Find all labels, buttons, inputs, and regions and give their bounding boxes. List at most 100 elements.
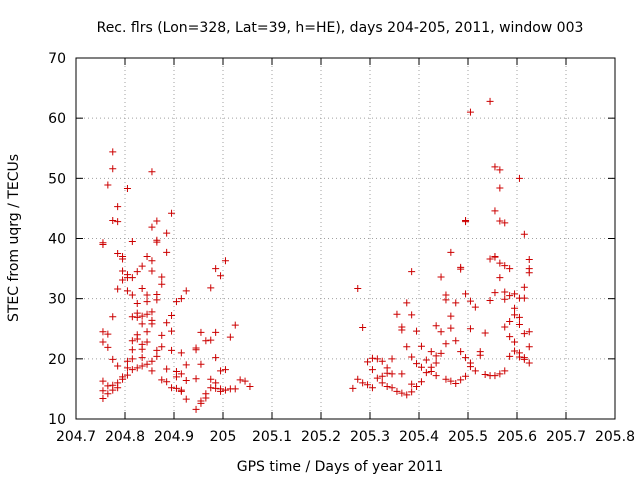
data-point bbox=[172, 384, 180, 392]
data-point bbox=[212, 328, 220, 336]
data-point bbox=[462, 216, 470, 224]
data-point bbox=[481, 329, 489, 337]
data-point bbox=[403, 299, 411, 307]
data-point bbox=[496, 166, 504, 174]
data-point bbox=[182, 287, 190, 295]
y-tick-label: 50 bbox=[48, 171, 66, 187]
x-tick-label: 205.8 bbox=[595, 429, 635, 445]
data-point bbox=[378, 357, 386, 365]
data-point bbox=[104, 343, 112, 351]
data-point bbox=[138, 312, 146, 320]
data-point bbox=[486, 255, 494, 263]
data-point bbox=[148, 267, 156, 275]
data-point bbox=[123, 287, 131, 295]
data-point bbox=[123, 185, 131, 193]
data-point bbox=[368, 384, 376, 392]
data-point bbox=[158, 280, 166, 288]
data-point bbox=[383, 383, 391, 391]
data-point bbox=[354, 284, 362, 292]
data-point bbox=[109, 165, 117, 173]
data-point bbox=[138, 320, 146, 328]
data-point bbox=[388, 384, 396, 392]
data-point bbox=[202, 394, 210, 402]
data-point bbox=[398, 389, 406, 397]
data-point bbox=[520, 355, 528, 363]
data-point bbox=[422, 369, 430, 377]
data-point bbox=[109, 313, 117, 321]
data-point bbox=[114, 362, 122, 370]
data-point bbox=[486, 97, 494, 105]
data-point bbox=[192, 346, 200, 354]
data-point bbox=[520, 230, 528, 238]
data-point bbox=[143, 298, 151, 306]
data-point bbox=[202, 337, 210, 345]
data-point bbox=[168, 384, 176, 392]
data-point bbox=[437, 273, 445, 281]
data-point bbox=[408, 380, 416, 388]
data-point bbox=[133, 268, 141, 276]
data-point bbox=[133, 335, 141, 343]
data-point bbox=[128, 291, 136, 299]
data-point bbox=[153, 352, 161, 360]
data-point bbox=[486, 296, 494, 304]
y-axis-label: STEC from uqrg / TECUs bbox=[6, 154, 22, 322]
data-point bbox=[148, 257, 156, 265]
data-point bbox=[104, 390, 112, 398]
data-point bbox=[462, 290, 470, 298]
data-points bbox=[99, 97, 533, 413]
data-point bbox=[163, 365, 171, 373]
data-point bbox=[217, 387, 225, 395]
x-tick-label: 205 bbox=[210, 429, 237, 445]
data-point bbox=[432, 352, 440, 360]
data-point bbox=[496, 184, 504, 192]
data-point bbox=[104, 330, 112, 338]
data-point bbox=[192, 405, 200, 413]
x-tick-label: 204.7 bbox=[56, 429, 96, 445]
data-point bbox=[506, 265, 514, 273]
data-point bbox=[133, 313, 141, 321]
data-point bbox=[442, 340, 450, 348]
data-point bbox=[413, 360, 421, 368]
data-point bbox=[192, 375, 200, 383]
x-tick-label: 204.8 bbox=[105, 429, 145, 445]
data-point bbox=[364, 381, 372, 389]
data-point bbox=[368, 354, 376, 362]
data-point bbox=[501, 295, 509, 303]
data-point bbox=[447, 377, 455, 385]
data-point bbox=[114, 218, 122, 226]
data-point bbox=[398, 370, 406, 378]
data-point bbox=[481, 370, 489, 378]
data-point bbox=[525, 269, 533, 277]
data-point bbox=[119, 255, 127, 263]
data-point bbox=[496, 259, 504, 267]
data-point bbox=[496, 370, 504, 378]
data-point bbox=[501, 262, 509, 270]
data-point bbox=[511, 338, 519, 346]
data-point bbox=[143, 310, 151, 318]
data-point bbox=[123, 371, 131, 379]
data-point bbox=[413, 327, 421, 335]
data-point bbox=[158, 273, 166, 281]
data-point bbox=[119, 375, 127, 383]
data-point bbox=[212, 354, 220, 362]
data-point bbox=[153, 346, 161, 354]
data-point bbox=[99, 387, 107, 395]
data-point bbox=[128, 355, 136, 363]
y-tick-label: 10 bbox=[48, 412, 66, 428]
data-point bbox=[378, 372, 386, 380]
data-point bbox=[432, 372, 440, 380]
data-point bbox=[378, 379, 386, 387]
data-point bbox=[133, 299, 141, 307]
data-point bbox=[119, 276, 127, 284]
data-point bbox=[466, 363, 474, 371]
data-point bbox=[148, 223, 156, 231]
data-point bbox=[442, 375, 450, 383]
data-point bbox=[525, 256, 533, 264]
data-point bbox=[182, 361, 190, 369]
data-point bbox=[148, 357, 156, 365]
data-point bbox=[153, 296, 161, 304]
data-point bbox=[408, 353, 416, 361]
data-point bbox=[143, 360, 151, 368]
data-point bbox=[491, 253, 499, 261]
data-point bbox=[99, 328, 107, 336]
